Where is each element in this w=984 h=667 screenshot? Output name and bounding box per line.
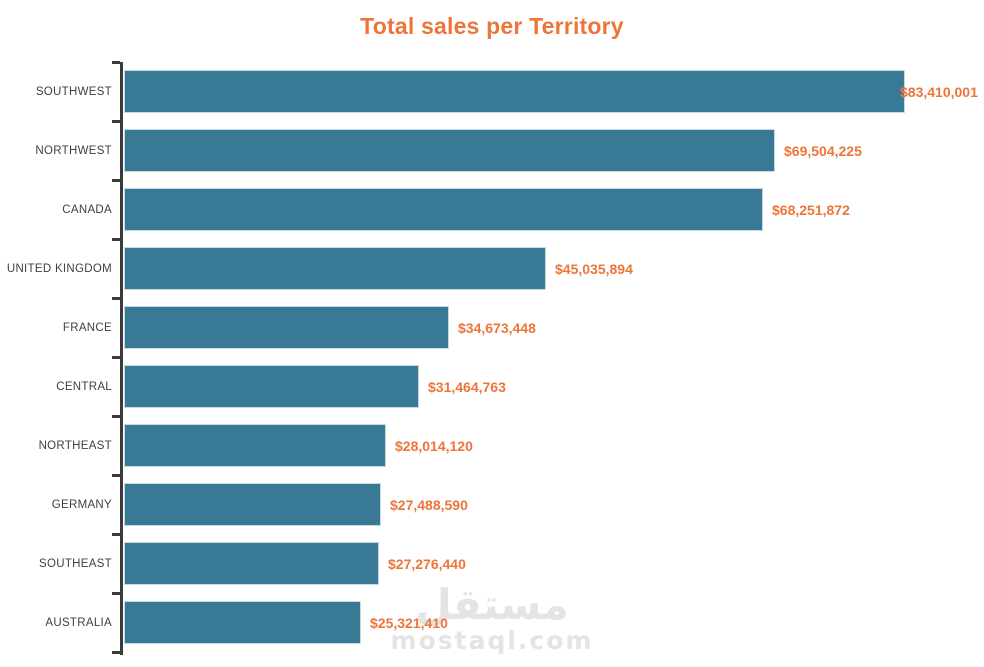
category-label: NORTHEAST (38, 439, 112, 452)
watermark-arabic-text: مستقل (415, 580, 569, 629)
bar (124, 365, 419, 408)
value-label: $68,251,872 (772, 201, 850, 218)
category-label: CANADA (62, 203, 112, 216)
y-axis-tick (112, 238, 120, 241)
y-axis-tick (112, 297, 120, 300)
y-axis-tick (112, 415, 120, 418)
bar (124, 424, 386, 467)
category-label: GERMANY (51, 498, 112, 511)
value-label: $45,035,894 (555, 260, 633, 277)
y-axis-tick (112, 179, 120, 182)
bar (124, 70, 905, 113)
category-label: SOUTHEAST (39, 557, 112, 570)
y-axis-tick (112, 533, 120, 536)
chart-title: Total sales per Territory (360, 13, 624, 39)
watermark-latin-text: mostaql.com (390, 626, 594, 655)
bar (124, 188, 763, 231)
value-label: $27,276,440 (388, 555, 466, 572)
category-label: UNITED KINGDOM (6, 262, 112, 275)
bar (124, 542, 379, 585)
y-axis-tick (112, 120, 120, 123)
y-axis-line (120, 62, 123, 655)
category-label: NORTHWEST (35, 144, 112, 157)
bar (124, 601, 361, 644)
y-axis-tick (112, 474, 120, 477)
bar (124, 306, 449, 349)
value-label: $31,464,763 (428, 378, 506, 395)
value-label: $28,014,120 (395, 437, 473, 454)
category-label: SOUTHWEST (35, 85, 112, 98)
value-label: $34,673,448 (458, 319, 536, 336)
bar (124, 483, 381, 526)
category-label: CENTRAL (56, 380, 112, 393)
category-label: AUSTRALIA (45, 616, 112, 629)
value-label: $83,410,001 (900, 83, 978, 100)
value-label: $25,321,410 (370, 614, 448, 631)
y-axis-tick (112, 61, 120, 64)
bar (124, 247, 546, 290)
category-label: FRANCE (62, 321, 112, 334)
bar (124, 129, 775, 172)
y-axis-tick (112, 592, 120, 595)
watermark: مستقل mostaql.com (390, 580, 594, 655)
y-axis-tick (112, 356, 120, 359)
y-axis-tick (112, 651, 120, 654)
value-label: $69,504,225 (784, 142, 862, 159)
value-label: $27,488,590 (390, 496, 468, 513)
